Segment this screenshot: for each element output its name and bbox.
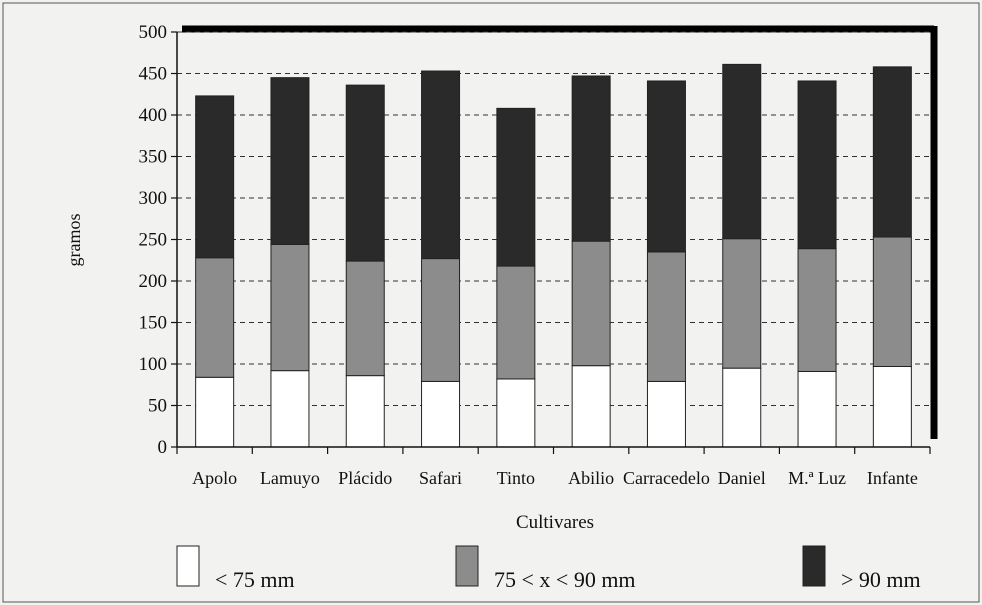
y-tick-label: 250 [139,230,168,251]
x-tick-label: Abilio [568,468,614,488]
bar-segment-2 [270,243,310,372]
bar-segment-3 [797,80,837,250]
bar-segment-1 [646,380,686,448]
bar-segment-2 [722,238,762,369]
bar-segment-2 [571,240,611,367]
bar-segment-2 [797,248,837,372]
bar-segment-1 [195,376,235,448]
bar-segment-2 [646,251,686,382]
bar-segment-1 [421,380,461,448]
bar-segment-1 [496,378,536,448]
legend-swatch-1 [176,545,200,587]
x-tick-label: M.ª Luz [788,468,846,488]
y-tick-label: 200 [139,271,168,292]
bar-segment-3 [646,80,686,253]
x-tick-label: Infante [867,468,918,488]
x-tick-label: Safari [419,468,462,488]
y-tick-label: 0 [158,437,168,458]
bar-segment-3 [496,107,536,267]
bar-segment-1 [571,365,611,448]
bar-segment-3 [270,77,310,245]
y-tick-label: 500 [139,22,168,43]
bar-segment-2 [421,258,461,382]
bar-segment-1 [345,375,385,448]
bar-segment-2 [496,265,536,380]
legend-label-3: > 90 mm [841,567,921,592]
x-tick-label: Plácido [338,468,392,488]
bar-segment-3 [421,70,461,260]
bar-segment-2 [872,236,912,367]
x-tick-label: Lamuyo [260,468,320,488]
legend-label-2: 75 < x < 90 mm [494,567,636,592]
x-tick-label: Daniel [718,468,766,488]
legend-swatch-3 [802,545,826,587]
y-tick-label: 300 [139,188,168,209]
y-tick-label: 400 [139,105,168,126]
bar-segment-2 [345,260,385,377]
y-tick-label: 350 [139,147,168,168]
x-tick-label: Apolo [192,468,237,488]
legend-label-1: < 75 mm [215,567,295,592]
y-tick-label: 150 [139,313,168,334]
x-tick-label: Carracedelo [623,468,710,488]
bar-segment-3 [872,66,912,238]
bar-segment-3 [722,63,762,240]
x-tick-label: Tinto [497,468,535,488]
bar-segment-1 [797,370,837,448]
bar-segment-1 [872,365,912,448]
bar-segment-3 [571,75,611,242]
y-tick-label: 100 [139,354,168,375]
bar-segment-2 [195,257,235,378]
x-axis-label: Cultivares [516,512,594,533]
bar-segment-3 [345,84,385,262]
bar-segment-1 [270,370,310,448]
y-axis-label: gramos [64,214,84,267]
bar-segment-1 [722,367,762,448]
y-tick-label: 450 [139,64,168,85]
y-tick-label: 50 [148,396,167,417]
legend-swatch-2 [455,545,479,587]
bar-segment-3 [195,95,235,259]
